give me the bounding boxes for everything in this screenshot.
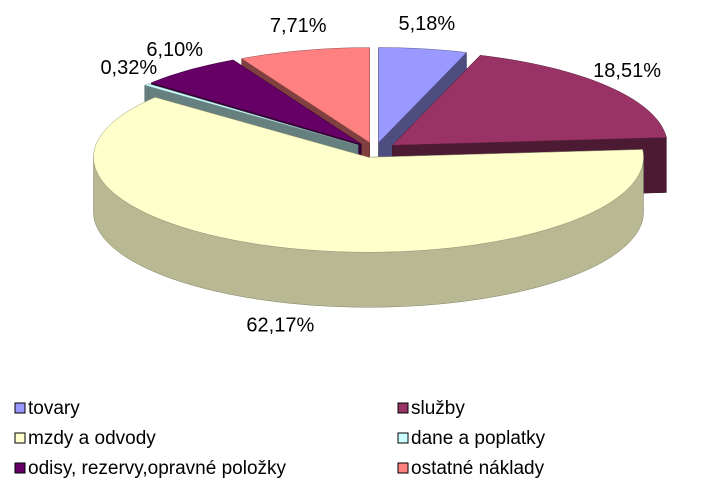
legend-swatch xyxy=(14,462,26,474)
data-label: 6,10% xyxy=(146,39,203,61)
legend-swatch xyxy=(14,402,26,414)
legend-swatch xyxy=(397,462,409,474)
data-label: 62,17% xyxy=(246,315,314,337)
data-label: 0,32% xyxy=(100,57,157,79)
slice xyxy=(240,47,370,144)
legend-swatch xyxy=(397,432,409,444)
data-label: 18,51% xyxy=(593,60,661,82)
legend-label: služby xyxy=(411,398,465,419)
legend-label: ostatné náklady xyxy=(411,458,545,479)
legend-swatch xyxy=(397,402,409,414)
slice xyxy=(93,97,644,253)
data-label: 7,71% xyxy=(270,15,327,37)
data-label: 5,18% xyxy=(398,13,455,35)
legend-label: odisy, rezervy,opravné položky xyxy=(28,458,287,479)
legend-label: mzdy a odvody xyxy=(28,428,156,449)
legend-label: dane a poplatky xyxy=(411,428,546,449)
slice xyxy=(378,47,468,144)
slice xyxy=(391,55,667,146)
legend-label: tovary xyxy=(28,398,80,419)
slice xyxy=(143,83,359,146)
slice xyxy=(150,59,362,145)
legend-swatch xyxy=(14,432,26,444)
